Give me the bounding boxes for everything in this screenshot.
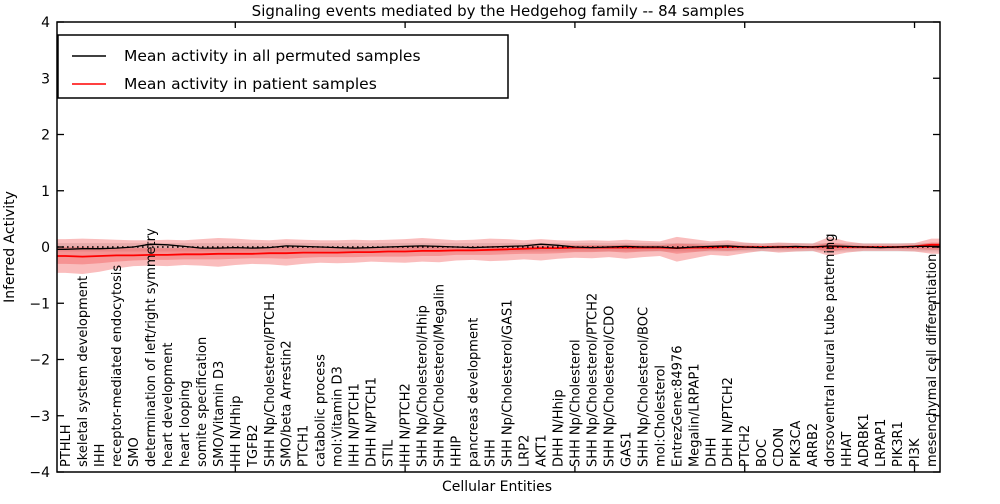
- x-category-label: ADRBK1: [857, 413, 872, 467]
- x-category-label: IHH N/Hhip: [229, 396, 244, 468]
- x-category-label: SHH Np/Cholesterol/Hhip: [416, 305, 431, 467]
- category-label-layer: PTHLH skeletal system development IHH recep…: [59, 228, 940, 468]
- x-category-label: PTCH1: [297, 425, 312, 467]
- x-category-label: HHIP: [450, 436, 465, 467]
- y-tick-label: −4: [29, 465, 50, 481]
- x-category-label: PI3K: [908, 438, 923, 467]
- x-category-label: SHH Np/Cholesterol/PTCH1: [263, 293, 278, 467]
- x-category-label: CDON: [772, 428, 787, 467]
- x-category-label: mol:Cholesterol: [653, 365, 668, 467]
- x-category-label: DHH N/Hhip: [551, 389, 566, 467]
- x-category-label: SHH Np/Cholesterol/CDO: [602, 306, 617, 467]
- x-category-label: heart development: [161, 342, 176, 467]
- x-category-label: pancreas development: [467, 318, 482, 467]
- x-axis-label: Cellular Entities: [442, 479, 552, 495]
- y-tick-label: −2: [29, 353, 50, 369]
- y-tick-label: 4: [41, 15, 50, 31]
- x-category-label: ARRB2: [806, 423, 821, 467]
- x-category-label: AKT1: [535, 434, 550, 467]
- y-tick-label: 1: [41, 184, 50, 200]
- x-category-label: LRP2: [518, 435, 533, 467]
- x-category-label: skeletal system development: [76, 276, 91, 467]
- legend-box: [57, 34, 509, 99]
- x-category-label: HHAT: [840, 432, 855, 467]
- y-tick-label: −3: [29, 409, 50, 425]
- y-tick-label: 2: [41, 128, 50, 144]
- x-category-label: DHH: [704, 437, 719, 467]
- x-category-label: mesenchymal cell differentiation: [925, 254, 940, 467]
- legend-label-permuted: Mean activity in all permuted samples: [124, 47, 421, 65]
- x-category-label: PIK3R1: [891, 421, 906, 467]
- x-category-label: PTHLH: [59, 424, 74, 467]
- x-category-label: mol:Vitamin D3: [331, 366, 346, 467]
- x-category-label: catabolic process: [314, 354, 329, 467]
- x-category-label: dorsoventral neural tube patterning: [823, 234, 838, 467]
- y-tick-label: 0: [41, 240, 50, 256]
- y-tick-label: 3: [41, 71, 50, 87]
- x-category-label: LRPAP1: [874, 419, 889, 467]
- x-category-label: SMO/Vitamin D3: [212, 361, 227, 467]
- x-category-label: PTCH2: [738, 425, 753, 467]
- x-category-label: STIL: [382, 439, 397, 467]
- x-category-label: GAS1: [619, 432, 634, 468]
- x-category-label: IHH N/PTCH1: [348, 383, 363, 467]
- x-category-label: PIK3CA: [789, 420, 804, 467]
- chart-title: Signaling events mediated by the Hedgeho…: [252, 2, 745, 20]
- x-category-label: TGFB2: [246, 424, 261, 468]
- ytick-label-layer: −4 −3 −2 −1 0 1 2 3 4: [29, 15, 50, 481]
- x-category-label: SHH Np/Cholesterol/PTCH2: [585, 293, 600, 467]
- legend: Mean activity in all permuted samples Me…: [57, 34, 509, 99]
- x-category-label: heart looping: [178, 380, 193, 467]
- x-category-label: IHH N/PTCH2: [399, 383, 414, 467]
- x-category-label: SMO/beta Arrestin2: [280, 340, 295, 467]
- x-category-label: receptor-mediated endocytosis: [110, 265, 125, 467]
- x-category-label: DHH N/PTCH1: [365, 377, 380, 467]
- x-category-label: DHH N/PTCH2: [721, 377, 736, 467]
- tick-layer: [57, 21, 940, 473]
- y-axis-label: Inferred Activity: [2, 191, 18, 303]
- x-category-label: SHH Np/Cholesterol: [568, 339, 583, 467]
- x-category-label: somite specification: [195, 337, 210, 467]
- legend-label-patient: Mean activity in patient samples: [124, 75, 377, 93]
- x-category-label: SHH: [484, 439, 499, 467]
- x-category-label: IHH: [93, 444, 108, 467]
- x-category-label: SHH Np/Cholesterol/GAS1: [501, 299, 516, 467]
- x-category-label: BOC: [755, 439, 770, 467]
- band-layer: [57, 236, 940, 274]
- x-category-label: EntrezGene:84976: [670, 346, 685, 467]
- x-category-label: determination of left/right symmetry: [144, 228, 159, 467]
- line-layer: [57, 243, 940, 258]
- y-tick-label: −1: [29, 296, 50, 312]
- x-category-label: Megalin/LRPAP1: [687, 363, 702, 467]
- permuted-mean-line: [57, 243, 940, 250]
- x-category-label: SHH Np/Cholesterol/Megalin: [433, 284, 448, 467]
- x-category-label: SMO: [127, 437, 142, 467]
- x-category-label: SHH Np/Cholesterol/BOC: [636, 307, 651, 467]
